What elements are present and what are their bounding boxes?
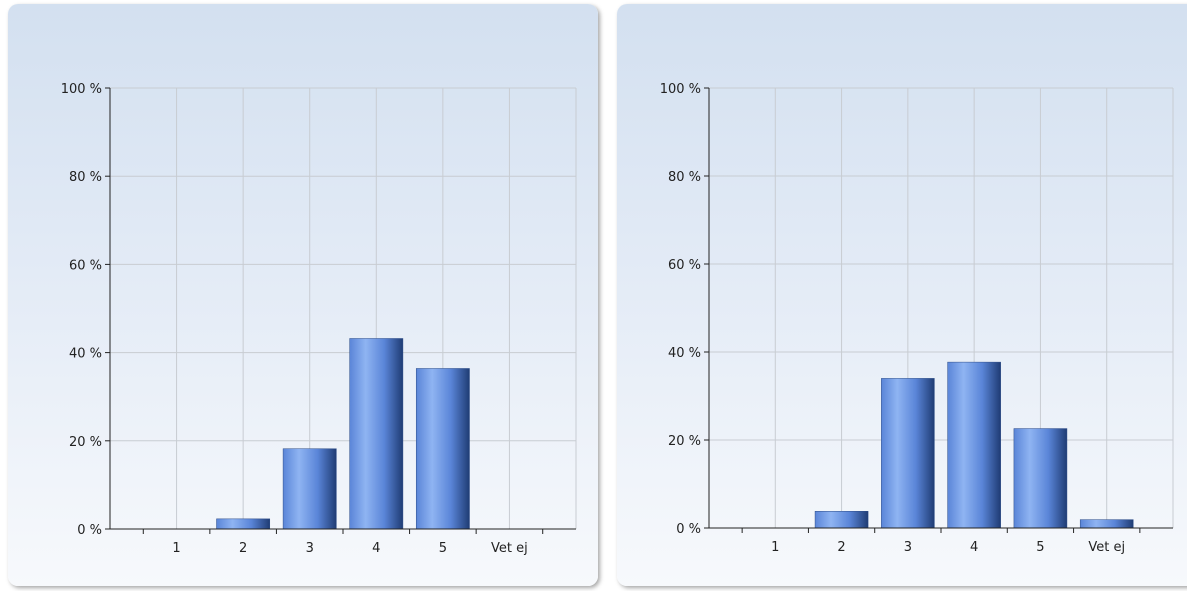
- y-tick-label: 0 %: [77, 523, 102, 538]
- x-tick-label: 2: [239, 541, 247, 556]
- chart-panel-left: 0 % 20 % 40 % 60 % 80 % 100 % 1 2 3 4 5 Vet ej: [8, 4, 598, 586]
- bar-4: [349, 338, 404, 530]
- chart-panel-right: 0 % 20 % 40 % 60 % 80 % 100 % 1 2 3 4 5 Vet ej: [617, 4, 1187, 586]
- bar-2: [216, 518, 271, 530]
- bar-chart-right: 0 % 20 % 40 % 60 % 80 % 100 % 1 2 3 4 5 Vet ej: [660, 82, 1174, 555]
- x-tick-label: 2: [837, 540, 845, 555]
- y-tick-label: 60 %: [668, 258, 701, 273]
- bar-3: [282, 448, 337, 530]
- bar-2: [814, 511, 869, 529]
- bar-3: [881, 378, 935, 529]
- x-tick-label: 3: [306, 541, 314, 556]
- x-tick-label: 1: [172, 541, 180, 556]
- y-tick-label: 40 %: [668, 346, 701, 361]
- x-tick-label: 3: [904, 540, 912, 555]
- y-tick-label: 20 %: [69, 435, 102, 450]
- x-tick-label: 4: [970, 540, 978, 555]
- x-tick-label: 1: [771, 540, 779, 555]
- x-tick-label: 5: [439, 541, 447, 556]
- x-tick-label: Vet ej: [491, 541, 528, 556]
- y-tick-label: 20 %: [668, 434, 701, 449]
- bar-4: [947, 361, 1001, 529]
- y-tick-label: 0 %: [676, 522, 701, 537]
- y-tick-label: 80 %: [668, 170, 701, 185]
- bar-chart-left: 0 % 20 % 40 % 60 % 80 % 100 % 1 2 3 4 5 Vet ej: [61, 82, 577, 556]
- y-tick-label: 40 %: [69, 347, 102, 362]
- y-tick-label: 100 %: [660, 82, 701, 97]
- bar-5: [415, 368, 470, 530]
- x-tick-label: Vet ej: [1088, 540, 1125, 555]
- y-tick-label: 100 %: [61, 82, 102, 97]
- x-tick-label: 4: [372, 541, 380, 556]
- y-tick-label: 80 %: [69, 170, 102, 185]
- bar-5: [1013, 428, 1068, 529]
- x-tick-label: 5: [1036, 540, 1044, 555]
- y-tick-label: 60 %: [69, 258, 102, 273]
- bar-vet-ej: [1079, 519, 1134, 529]
